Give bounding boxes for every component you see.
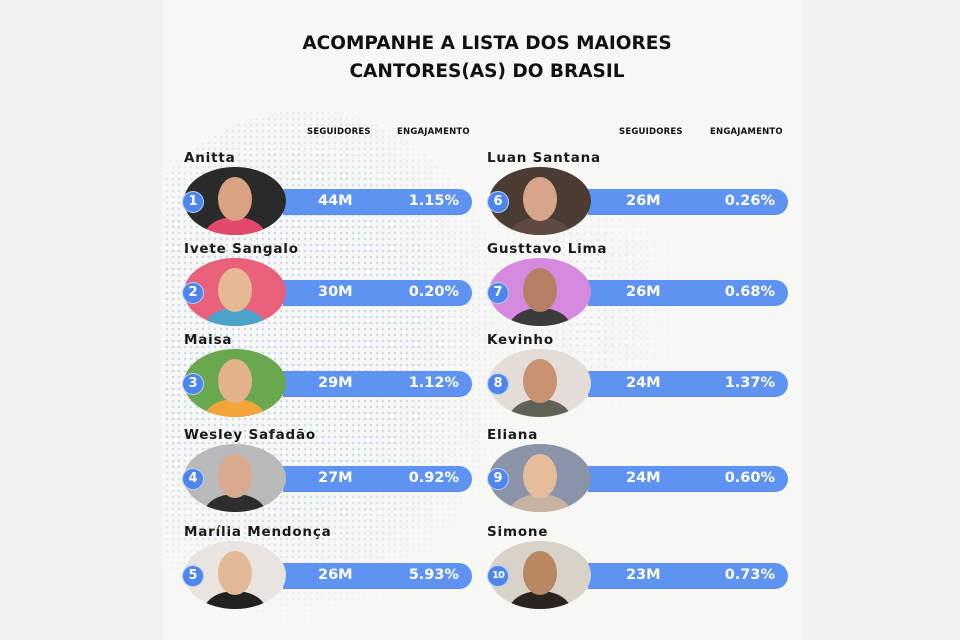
- rank-badge: 9: [487, 468, 509, 490]
- engagement-value: 1.15%: [408, 193, 459, 209]
- engagement-value: 5.93%: [408, 567, 459, 583]
- rank-badge: 6: [487, 191, 509, 213]
- stats-bar: 26M 0.68%: [588, 280, 788, 306]
- artist-name: Maisa: [184, 332, 233, 348]
- engagement-value: 0.73%: [724, 567, 775, 583]
- rank-badge: 3: [182, 373, 204, 395]
- photo-face-shape: [523, 268, 557, 312]
- artist-name: Luan Santana: [487, 150, 601, 166]
- infographic-poster: ACOMPANHE A LISTA DOS MAIORES CANTORES(A…: [162, 0, 802, 640]
- engagement-value: 1.12%: [408, 375, 459, 391]
- engagement-value: 0.20%: [408, 284, 459, 300]
- followers-value: 27M: [318, 470, 353, 486]
- photo-body-shape: [509, 591, 571, 609]
- right-engagement-header: ENGAJAMENTO: [710, 127, 783, 137]
- photo-face-shape: [218, 359, 252, 403]
- photo-body-shape: [204, 399, 266, 417]
- artist-name: Ivete Sangalo: [184, 241, 299, 257]
- rank-badge: 7: [487, 282, 509, 304]
- photo-body-shape: [509, 308, 571, 326]
- photo-face-shape: [523, 454, 557, 498]
- stats-bar: 44M 1.15%: [283, 189, 472, 215]
- photo-face-shape: [218, 268, 252, 312]
- page-title-line-1: ACOMPANHE A LISTA DOS MAIORES: [302, 33, 672, 54]
- photo-body-shape: [509, 494, 571, 512]
- followers-value: 23M: [626, 567, 661, 583]
- engagement-value: 1.37%: [724, 375, 775, 391]
- photo-face-shape: [218, 551, 252, 595]
- photo-face-shape: [523, 177, 557, 221]
- photo-body-shape: [204, 308, 266, 326]
- engagement-value: 0.68%: [724, 284, 775, 300]
- followers-value: 26M: [318, 567, 353, 583]
- photo-face-shape: [218, 454, 252, 498]
- photo-face-shape: [218, 177, 252, 221]
- stats-bar: 27M 0.92%: [283, 466, 472, 492]
- artist-name: Wesley Safadão: [184, 427, 316, 443]
- page-title-line-2: CANTORES(AS) DO BRASIL: [349, 61, 625, 82]
- right-followers-header: SEGUIDORES: [619, 127, 683, 137]
- followers-value: 24M: [626, 470, 661, 486]
- stats-bar: 29M 1.12%: [283, 371, 472, 397]
- followers-value: 30M: [318, 284, 353, 300]
- rank-badge: 2: [182, 282, 204, 304]
- artist-photo: [489, 541, 591, 609]
- left-engagement-header: ENGAJAMENTO: [397, 127, 470, 137]
- followers-value: 24M: [626, 375, 661, 391]
- rank-badge: 5: [182, 565, 204, 587]
- engagement-value: 0.26%: [724, 193, 775, 209]
- stats-bar: 26M 0.26%: [588, 189, 788, 215]
- photo-body-shape: [204, 591, 266, 609]
- rank-badge: 4: [182, 468, 204, 490]
- artist-name: Marília Mendonça: [184, 524, 332, 540]
- artist-name: Anitta: [184, 150, 236, 166]
- artist-name: Kevinho: [487, 332, 554, 348]
- photo-face-shape: [523, 551, 557, 595]
- stats-bar: 23M 0.73%: [588, 563, 788, 589]
- artist-name: Gusttavo Lima: [487, 241, 608, 257]
- rank-badge: 1: [182, 191, 204, 213]
- artist-photo: [184, 167, 286, 235]
- followers-value: 26M: [626, 193, 661, 209]
- photo-body-shape: [204, 494, 266, 512]
- followers-value: 29M: [318, 375, 353, 391]
- rank-badge: 10: [487, 565, 509, 587]
- left-followers-header: SEGUIDORES: [307, 127, 371, 137]
- stats-bar: 30M 0.20%: [283, 280, 472, 306]
- artist-name: Simone: [487, 524, 549, 540]
- stats-bar: 24M 0.60%: [588, 466, 788, 492]
- stats-bar: 24M 1.37%: [588, 371, 788, 397]
- photo-body-shape: [204, 217, 266, 235]
- photo-body-shape: [509, 399, 571, 417]
- artist-name: Eliana: [487, 427, 539, 443]
- engagement-value: 0.92%: [408, 470, 459, 486]
- rank-badge: 8: [487, 373, 509, 395]
- followers-value: 44M: [318, 193, 353, 209]
- engagement-value: 0.60%: [724, 470, 775, 486]
- artist-photo: [489, 258, 591, 326]
- followers-value: 26M: [626, 284, 661, 300]
- stats-bar: 26M 5.93%: [283, 563, 472, 589]
- photo-body-shape: [509, 217, 571, 235]
- photo-face-shape: [523, 359, 557, 403]
